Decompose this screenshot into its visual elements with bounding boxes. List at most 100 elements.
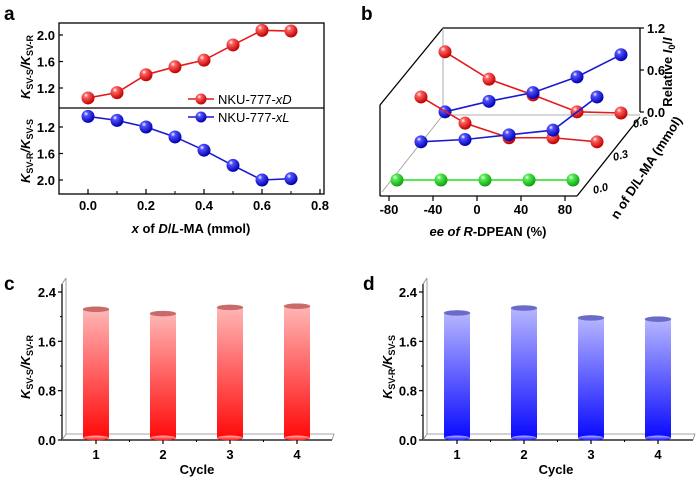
b-series-point-0 [482, 72, 496, 86]
d-ylabel: KSV-R/KSV-S [380, 335, 397, 399]
a-top-ytick-label: 1.2 [37, 81, 55, 96]
b-ztick-label: 0.6 [647, 63, 665, 78]
b-series-point-4 [478, 173, 492, 187]
b-series-point-4 [522, 173, 536, 187]
b-ylabel: n of D/L-MA (mmol) [607, 113, 685, 221]
c-plot-bar-cap [283, 303, 311, 309]
b-series-line-0 [444, 51, 622, 114]
panel-d: d 0.0 0.8 1.6 2.4 1 2 3 4 KSV-R/KSV-S Cycle [363, 274, 696, 477]
d-plot-bar [511, 308, 537, 438]
a-series-xL-point [197, 143, 211, 157]
d-plot-xtick-label: 1 [453, 447, 460, 462]
b-xtick-label: -40 [424, 202, 443, 217]
c-plot-ytick-label: 2.4 [38, 285, 57, 300]
legend-marker-xL [195, 111, 207, 123]
a-bottom-ytick-label: 1.6 [37, 147, 55, 162]
a-xtick-label: 0.8 [311, 198, 329, 213]
a-series-xD-point [110, 86, 124, 100]
a-series-xD-point [139, 68, 153, 82]
d-plot-ytick-label: 1.6 [399, 334, 417, 349]
b-xtick-label: -80 [380, 202, 399, 217]
a-xtick-label: 0.6 [253, 198, 271, 213]
d-plot-wall-edge [422, 277, 428, 285]
b-series-point-2 [414, 90, 428, 104]
d-plot-bar-cap [510, 305, 538, 311]
b-series-point-4 [566, 173, 580, 187]
b-series-point-3 [546, 123, 560, 137]
c-plot-ytick-label: 0.0 [38, 433, 56, 448]
c-plot-ytick-label: 1.6 [38, 334, 56, 349]
a-series-xL-point [226, 158, 240, 172]
d-plot-bar-base [511, 435, 537, 441]
panel-c: c 0.0 0.8 1.6 2.4 1 2 3 4 KSV-S/KSV-R Cycle [4, 274, 335, 477]
a-xtick-label: 0.0 [79, 198, 97, 213]
c-plot-bar-cap [216, 304, 244, 311]
legend-marker-xD [195, 93, 207, 105]
panel-label-b: b [361, 4, 373, 25]
c-plot-wall-edge [61, 277, 67, 285]
d-plot-xtick-label: 4 [654, 447, 662, 462]
d-plot-bar-cap [443, 310, 471, 316]
panel-label-a: a [4, 4, 15, 25]
c-plot-bar [150, 313, 176, 438]
d-plot: 0.0 0.8 1.6 2.4 1 2 3 4 [399, 277, 696, 462]
c-plot: 0.0 0.8 1.6 2.4 1 2 3 4 [38, 277, 335, 462]
a-series-xL-point [139, 120, 153, 134]
panel-label-d: d [363, 274, 375, 295]
a-bottom-ylabel: KSV-R/KSV-S [18, 119, 35, 183]
c-plot-bar [284, 306, 310, 438]
a-xtick-label: 0.2 [137, 198, 155, 213]
a-series [81, 23, 298, 187]
d-plot-floor [422, 433, 696, 441]
d-plot-bar [444, 312, 470, 438]
c-plot-xtick-label: 1 [92, 447, 99, 462]
a-series-xD-point [226, 38, 240, 52]
a-series-xD-point [168, 60, 182, 74]
legend-a: NKU-777-xD NKU-777-xL [188, 92, 292, 125]
b-xtick-label: 40 [514, 202, 528, 217]
b-ytick-label: 0.6 [632, 115, 651, 131]
d-plot-bar-cap [644, 316, 672, 322]
d-plot-xtick-label: 3 [587, 447, 594, 462]
panel-a: a 0.0 0.2 0.4 0.6 0.8 1.2 1.6 2.0 1.2 1.6 2.0 KSV-… [4, 4, 329, 236]
d-plot-xtick-label: 2 [520, 447, 527, 462]
c-plot-bar-base [150, 435, 176, 441]
b-series-point-0 [438, 45, 452, 59]
b-ytick-label: 0.0 [592, 181, 611, 197]
d-plot-bar-base [444, 435, 470, 441]
c-plot-bar-base [217, 435, 243, 441]
c-plot-bar-cap [149, 310, 177, 317]
a-ticks: 0.0 0.2 0.4 0.6 0.8 1.2 1.6 2.0 1.2 1.6 2.0 [37, 28, 329, 213]
b-series-point-0 [614, 106, 628, 120]
c-plot-bar-cap [82, 306, 110, 313]
c-xlabel: Cycle [180, 462, 215, 477]
b-xlabel: ee of R-DPEAN (%) [429, 224, 546, 239]
b-ytick-label: 0.3 [612, 148, 630, 164]
c-plot-bar-base [284, 435, 310, 441]
b-ticks: -80 -40 0 40 800.00.61.20.00.30.6 [380, 21, 665, 217]
b-series-point-1 [526, 86, 540, 100]
b-xtick-label: 80 [558, 202, 572, 217]
a-series-xL-point [81, 109, 95, 123]
b-series-point-1 [482, 94, 496, 108]
a-series-xD-point [284, 24, 298, 38]
b-series-point-3 [590, 90, 604, 104]
a-top-ylabel: KSV-S/KSV-R [18, 35, 35, 99]
a-series-xD-point [81, 91, 95, 105]
b-series-point-2 [458, 116, 472, 130]
b-zlabel: Relative I0/I [660, 37, 677, 107]
d-plot-bar-base [645, 435, 671, 441]
legend-label-xL: NKU-777-xL [218, 110, 290, 125]
b-ztick-label: 1.2 [647, 21, 665, 36]
b-series [390, 45, 628, 187]
b-series-point-1 [570, 70, 584, 84]
legend-label-xD: NKU-777-xD [218, 92, 292, 107]
c-plot-xtick-label: 4 [293, 447, 301, 462]
c-plot-xtick-label: 3 [226, 447, 233, 462]
d-plot-bar [645, 319, 671, 438]
c-plot-bar-base [83, 435, 109, 441]
d-plot-bar [578, 317, 604, 438]
d-xlabel: Cycle [539, 462, 574, 477]
b-series-point-1 [614, 48, 628, 62]
b-series-point-2 [590, 135, 604, 149]
